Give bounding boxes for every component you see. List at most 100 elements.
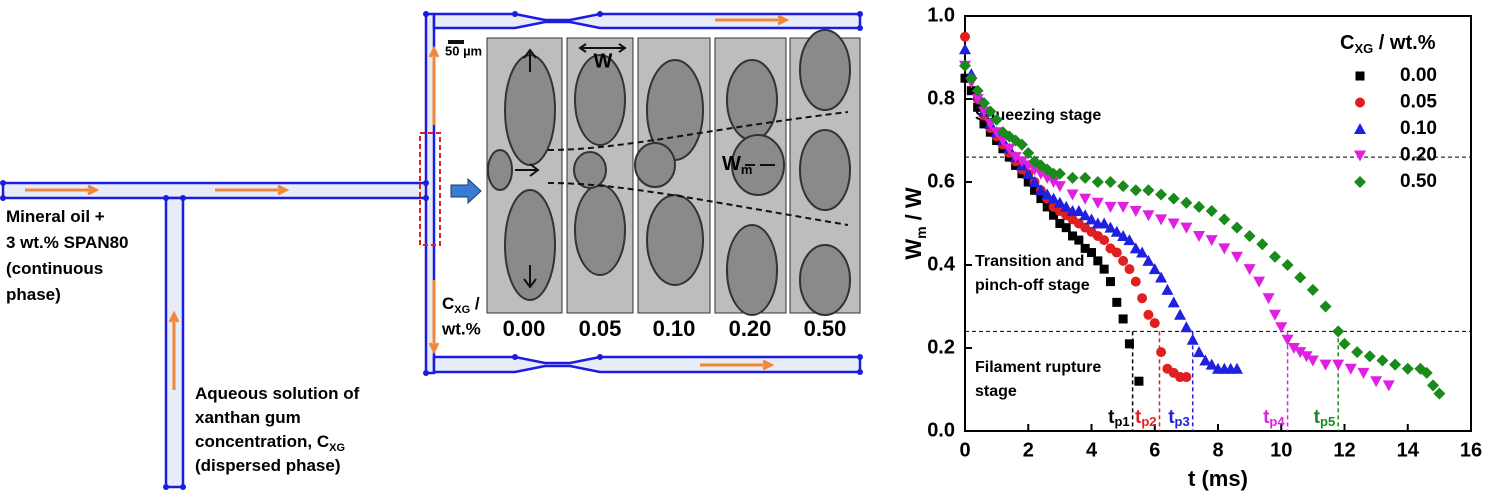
data-point [1049, 210, 1059, 220]
data-point [1268, 250, 1281, 263]
conc-sub: XG [454, 304, 470, 316]
data-point [1281, 334, 1294, 346]
data-point [1332, 325, 1345, 338]
data-point [1156, 347, 1167, 358]
diagram-labels: Mineral oil + 3 wt.% SPAN80 (continuous pha… [6, 43, 846, 475]
data-point [1199, 354, 1212, 366]
data-point [1117, 180, 1130, 193]
data-point [1023, 177, 1033, 187]
legend-marker [1354, 123, 1366, 134]
data-point [1218, 213, 1231, 226]
data-point [1256, 238, 1269, 251]
data-point [1180, 321, 1193, 333]
data-point [960, 31, 970, 42]
data-point [1047, 192, 1060, 204]
x-tick-label: 10 [1270, 439, 1292, 461]
tp-main: t [1168, 407, 1175, 428]
x-tick-label: 2 [1023, 439, 1034, 461]
tp-main: t [1263, 407, 1270, 428]
data-point [1142, 254, 1155, 266]
tp-sub: p4 [1269, 414, 1285, 429]
text-sub: XG [329, 442, 345, 454]
flow-arrows [25, 14, 790, 390]
y-tick-label: 0.4 [927, 253, 956, 275]
data-point [1306, 283, 1319, 296]
data-point [1218, 243, 1231, 255]
data-point [1161, 283, 1174, 295]
y-label-rest: / W [901, 187, 926, 226]
tp-main: t [1314, 407, 1321, 428]
data-point [1009, 152, 1022, 164]
panel-label: 0.20 [729, 316, 772, 341]
data-point [1332, 359, 1345, 371]
top-outlet [432, 12, 862, 30]
data-point [1319, 300, 1332, 313]
data-point [1124, 264, 1135, 275]
legend-label: 0.50 [1400, 171, 1437, 192]
data-point [1134, 376, 1144, 386]
data-point [1268, 309, 1281, 321]
stage-annotation: stage [975, 383, 1017, 400]
x-tick-label: 4 [1086, 439, 1098, 461]
data-point [1262, 293, 1275, 305]
data-point [1130, 276, 1141, 287]
data-point [1306, 355, 1319, 367]
data-point [1180, 196, 1193, 209]
x-tick-label: 8 [1212, 439, 1223, 461]
conc-label: CXG / [442, 294, 480, 315]
data-point [990, 113, 1003, 126]
text-line: concentration, C [195, 432, 329, 451]
data-point [1104, 201, 1117, 213]
text-line: (continuous [6, 259, 103, 278]
legend-marker [1354, 150, 1366, 162]
legend-label: 0.10 [1400, 118, 1437, 139]
data-point [1124, 339, 1134, 349]
stage-annotation: Transition and [975, 253, 1084, 270]
data-point [1155, 214, 1168, 226]
data-point [1230, 221, 1243, 234]
x-tick-label: 12 [1333, 439, 1355, 461]
data-point [1079, 209, 1092, 221]
y-tick-label: 1.0 [927, 4, 955, 26]
data-point [1357, 367, 1370, 379]
scale-bar-label: 50 µm [445, 43, 482, 58]
data-point [1047, 167, 1060, 180]
data-point [1053, 196, 1066, 208]
data-point [1389, 358, 1402, 371]
data-point [1112, 297, 1122, 307]
data-point [1253, 276, 1266, 288]
data-point [1180, 222, 1193, 234]
panel-label: 0.05 [579, 316, 622, 341]
x-tick-label: 0 [959, 439, 970, 461]
data-point [1111, 247, 1122, 258]
data-point [1174, 308, 1187, 320]
tp-label: tp4 [1263, 407, 1285, 429]
y-label-sub: m [913, 226, 929, 238]
y-tick-label: 0.2 [927, 336, 955, 358]
data-point [1055, 219, 1065, 228]
data-point [1319, 359, 1332, 371]
conc-main: C [442, 294, 454, 313]
legend-marker [1355, 71, 1365, 81]
data-point [971, 94, 984, 105]
data-point [1117, 201, 1130, 213]
tp-sub: p3 [1175, 414, 1190, 429]
data-point [1155, 271, 1168, 283]
conc-unit: wt.% [441, 319, 481, 338]
data-point [960, 73, 970, 83]
text-line: phase) [6, 285, 61, 304]
oil-label: Mineral oil + 3 wt.% SPAN80 (continuous pha… [6, 207, 129, 304]
data-point [1129, 206, 1142, 218]
data-point [966, 86, 976, 96]
data-point [1338, 337, 1351, 350]
data-point [1230, 362, 1243, 374]
tp-label: tp2 [1135, 407, 1157, 429]
data-point [959, 59, 971, 72]
data-point [1036, 194, 1046, 204]
data-point [1363, 350, 1376, 363]
data-point [1041, 188, 1054, 200]
tp-label: tp1 [1108, 407, 1130, 429]
tp-main: t [1135, 407, 1142, 428]
panel-labels: 0.00 0.05 0.10 0.20 0.50 [503, 316, 847, 341]
